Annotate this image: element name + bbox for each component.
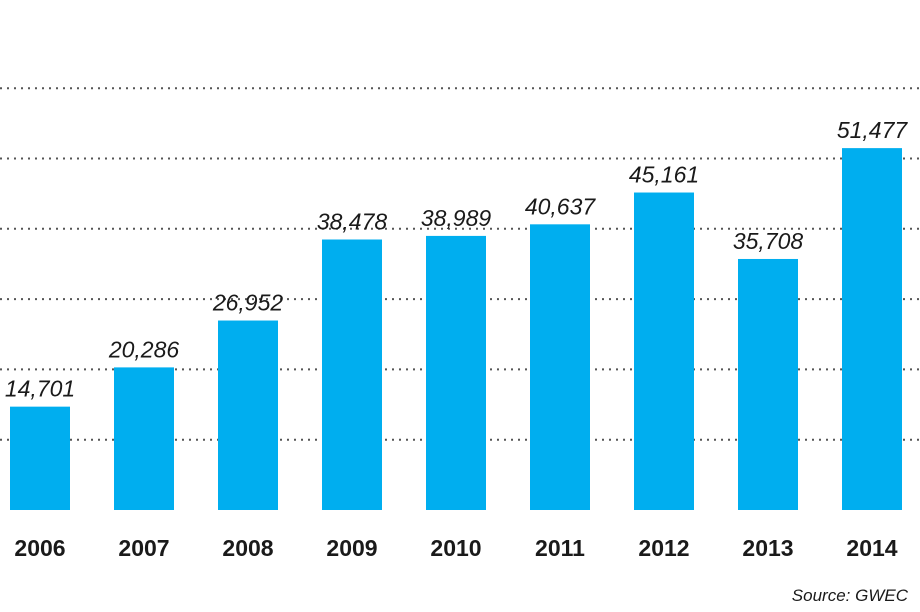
bars: [10, 148, 902, 510]
source-note: Source: GWEC: [791, 586, 908, 605]
value-label-2008: 26,952: [212, 290, 284, 316]
bar-2007: [114, 367, 174, 510]
bar-2013: [738, 258, 798, 510]
bar-2011: [530, 224, 590, 510]
value-label-2013: 35,708: [733, 228, 804, 254]
x-tick-2011: 2011: [535, 535, 585, 561]
bar-2010: [426, 235, 486, 510]
value-label-2007: 20,286: [108, 336, 180, 362]
bar-2008: [218, 320, 278, 510]
value-label-2011: 40,637: [525, 193, 597, 219]
x-tick-2013: 2013: [742, 535, 793, 561]
bar-2014: [842, 148, 902, 510]
value-label-2006: 14,701: [5, 376, 75, 402]
x-tick-2014: 2014: [846, 535, 897, 561]
x-tick-2009: 2009: [326, 535, 377, 561]
x-tick-2008: 2008: [222, 535, 273, 561]
value-label-2012: 45,161: [629, 162, 699, 188]
x-axis-tick-labels: 2006 2007 2008 2009 2010 2011 2012 2013 2014: [14, 535, 897, 561]
x-tick-2007: 2007: [118, 535, 169, 561]
x-tick-2012: 2012: [638, 535, 689, 561]
value-labels: 14,701 20,286 26,952 38,478 38,989 40,637 45,1…: [5, 117, 909, 402]
x-tick-2006: 2006: [14, 535, 65, 561]
value-label-2009: 38,478: [317, 208, 388, 234]
bar-2009: [322, 239, 382, 510]
bar-2006: [10, 406, 70, 510]
value-label-2014: 51,477: [837, 117, 909, 143]
value-label-2010: 38,989: [421, 205, 492, 231]
x-tick-2010: 2010: [430, 535, 481, 561]
bar-2012: [634, 192, 694, 510]
